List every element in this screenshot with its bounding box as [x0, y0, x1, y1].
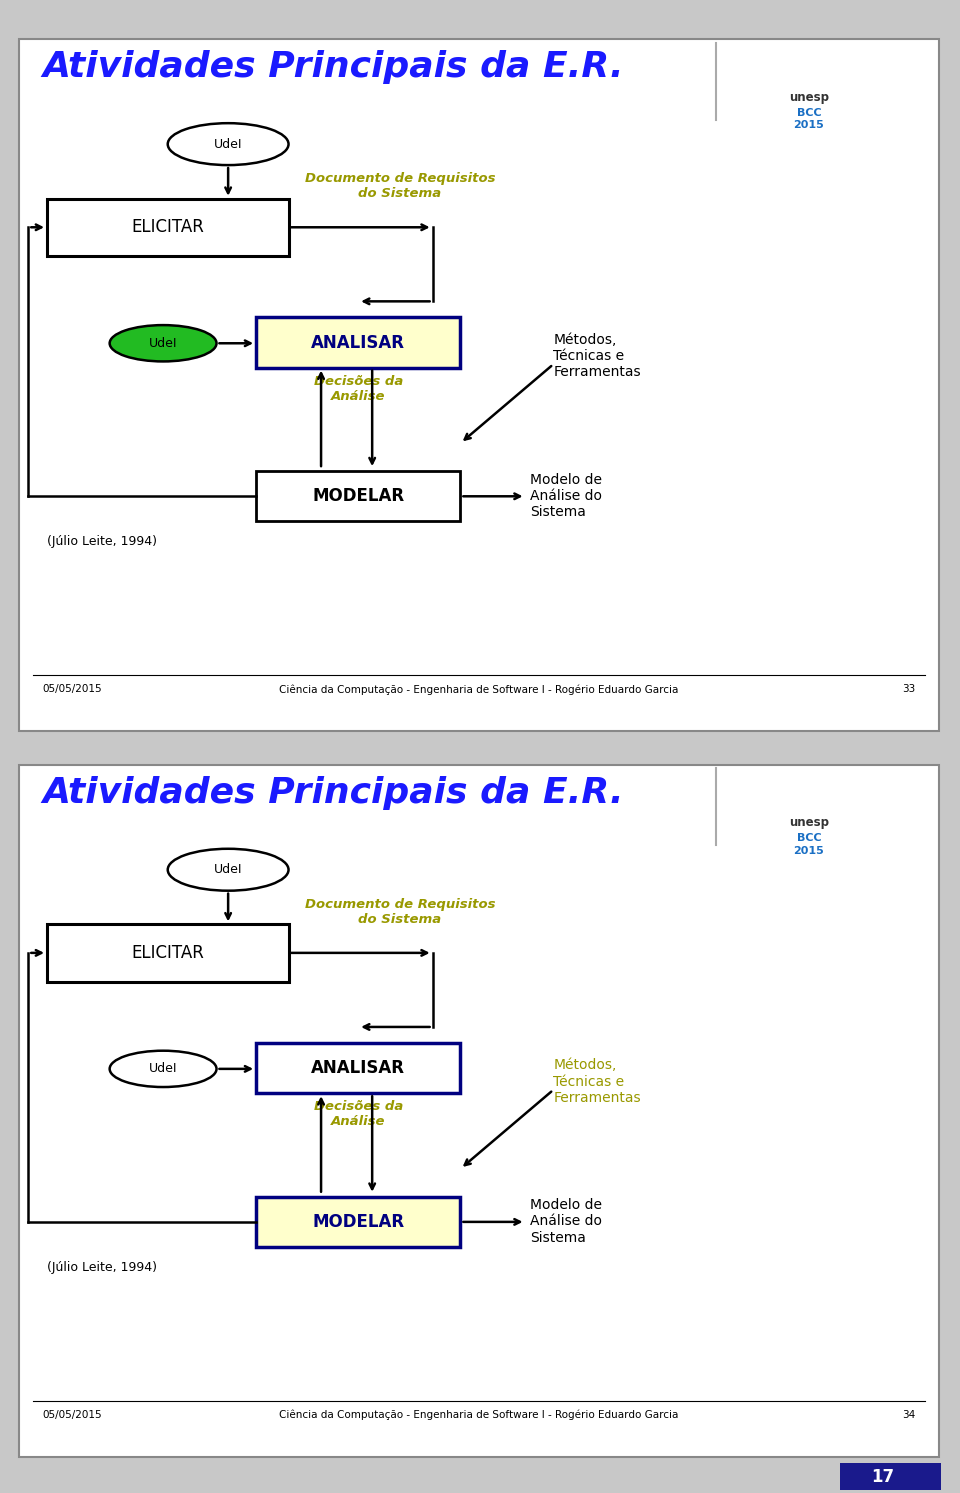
Text: UdeI: UdeI: [149, 337, 178, 349]
FancyBboxPatch shape: [47, 199, 289, 255]
Text: ELICITAR: ELICITAR: [132, 218, 204, 236]
Text: Atividades Principais da E.R.: Atividades Principais da E.R.: [42, 776, 624, 809]
Text: Decisões da
Análise: Decisões da Análise: [314, 1100, 403, 1129]
Text: ANALISAR: ANALISAR: [311, 333, 405, 351]
FancyBboxPatch shape: [256, 1044, 461, 1093]
Text: (Júlio Leite, 1994): (Júlio Leite, 1994): [47, 536, 156, 548]
Text: Decisões da
Análise: Decisões da Análise: [314, 375, 403, 403]
Ellipse shape: [168, 848, 289, 891]
Text: ANALISAR: ANALISAR: [311, 1059, 405, 1076]
Text: Documento de Requisitos
do Sistema: Documento de Requisitos do Sistema: [305, 897, 495, 926]
Text: unesp: unesp: [789, 91, 828, 105]
Text: UdeI: UdeI: [149, 1063, 178, 1075]
Ellipse shape: [109, 1051, 217, 1087]
FancyBboxPatch shape: [256, 318, 461, 367]
Text: Modelo de
Análise do
Sistema: Modelo de Análise do Sistema: [530, 472, 602, 520]
Text: 17: 17: [871, 1468, 894, 1486]
Text: Ciência da Computação - Engenharia de Software I - Rogério Eduardo Garcia: Ciência da Computação - Engenharia de So…: [279, 684, 679, 694]
FancyBboxPatch shape: [256, 472, 461, 521]
Text: ELICITAR: ELICITAR: [132, 944, 204, 961]
Text: unesp: unesp: [789, 817, 828, 830]
Circle shape: [797, 1454, 960, 1493]
Ellipse shape: [109, 325, 217, 361]
Text: Métodos,
Técnicas e
Ferramentas: Métodos, Técnicas e Ferramentas: [553, 1059, 641, 1105]
Text: MODELAR: MODELAR: [312, 487, 404, 505]
FancyBboxPatch shape: [47, 924, 289, 981]
Text: Ciência da Computação - Engenharia de Software I - Rogério Eduardo Garcia: Ciência da Computação - Engenharia de So…: [279, 1409, 679, 1420]
Text: (Júlio Leite, 1994): (Júlio Leite, 1994): [47, 1262, 156, 1274]
Text: UdeI: UdeI: [214, 863, 242, 876]
FancyBboxPatch shape: [256, 1197, 461, 1247]
Text: BCC: BCC: [797, 833, 821, 844]
Text: Modelo de
Análise do
Sistema: Modelo de Análise do Sistema: [530, 1197, 602, 1245]
Text: 2015: 2015: [794, 121, 825, 130]
FancyBboxPatch shape: [19, 764, 939, 1457]
Text: Atividades Principais da E.R.: Atividades Principais da E.R.: [42, 51, 624, 84]
Ellipse shape: [168, 124, 289, 166]
Text: 33: 33: [902, 684, 916, 694]
Text: Métodos,
Técnicas e
Ferramentas: Métodos, Técnicas e Ferramentas: [553, 333, 641, 379]
Text: Documento de Requisitos
do Sistema: Documento de Requisitos do Sistema: [305, 172, 495, 200]
Text: 34: 34: [902, 1409, 916, 1420]
Text: UdeI: UdeI: [214, 137, 242, 151]
Text: BCC: BCC: [797, 107, 821, 118]
Text: 05/05/2015: 05/05/2015: [42, 684, 102, 694]
Text: 2015: 2015: [794, 847, 825, 855]
Text: 05/05/2015: 05/05/2015: [42, 1409, 102, 1420]
FancyBboxPatch shape: [19, 39, 939, 732]
Text: MODELAR: MODELAR: [312, 1212, 404, 1230]
